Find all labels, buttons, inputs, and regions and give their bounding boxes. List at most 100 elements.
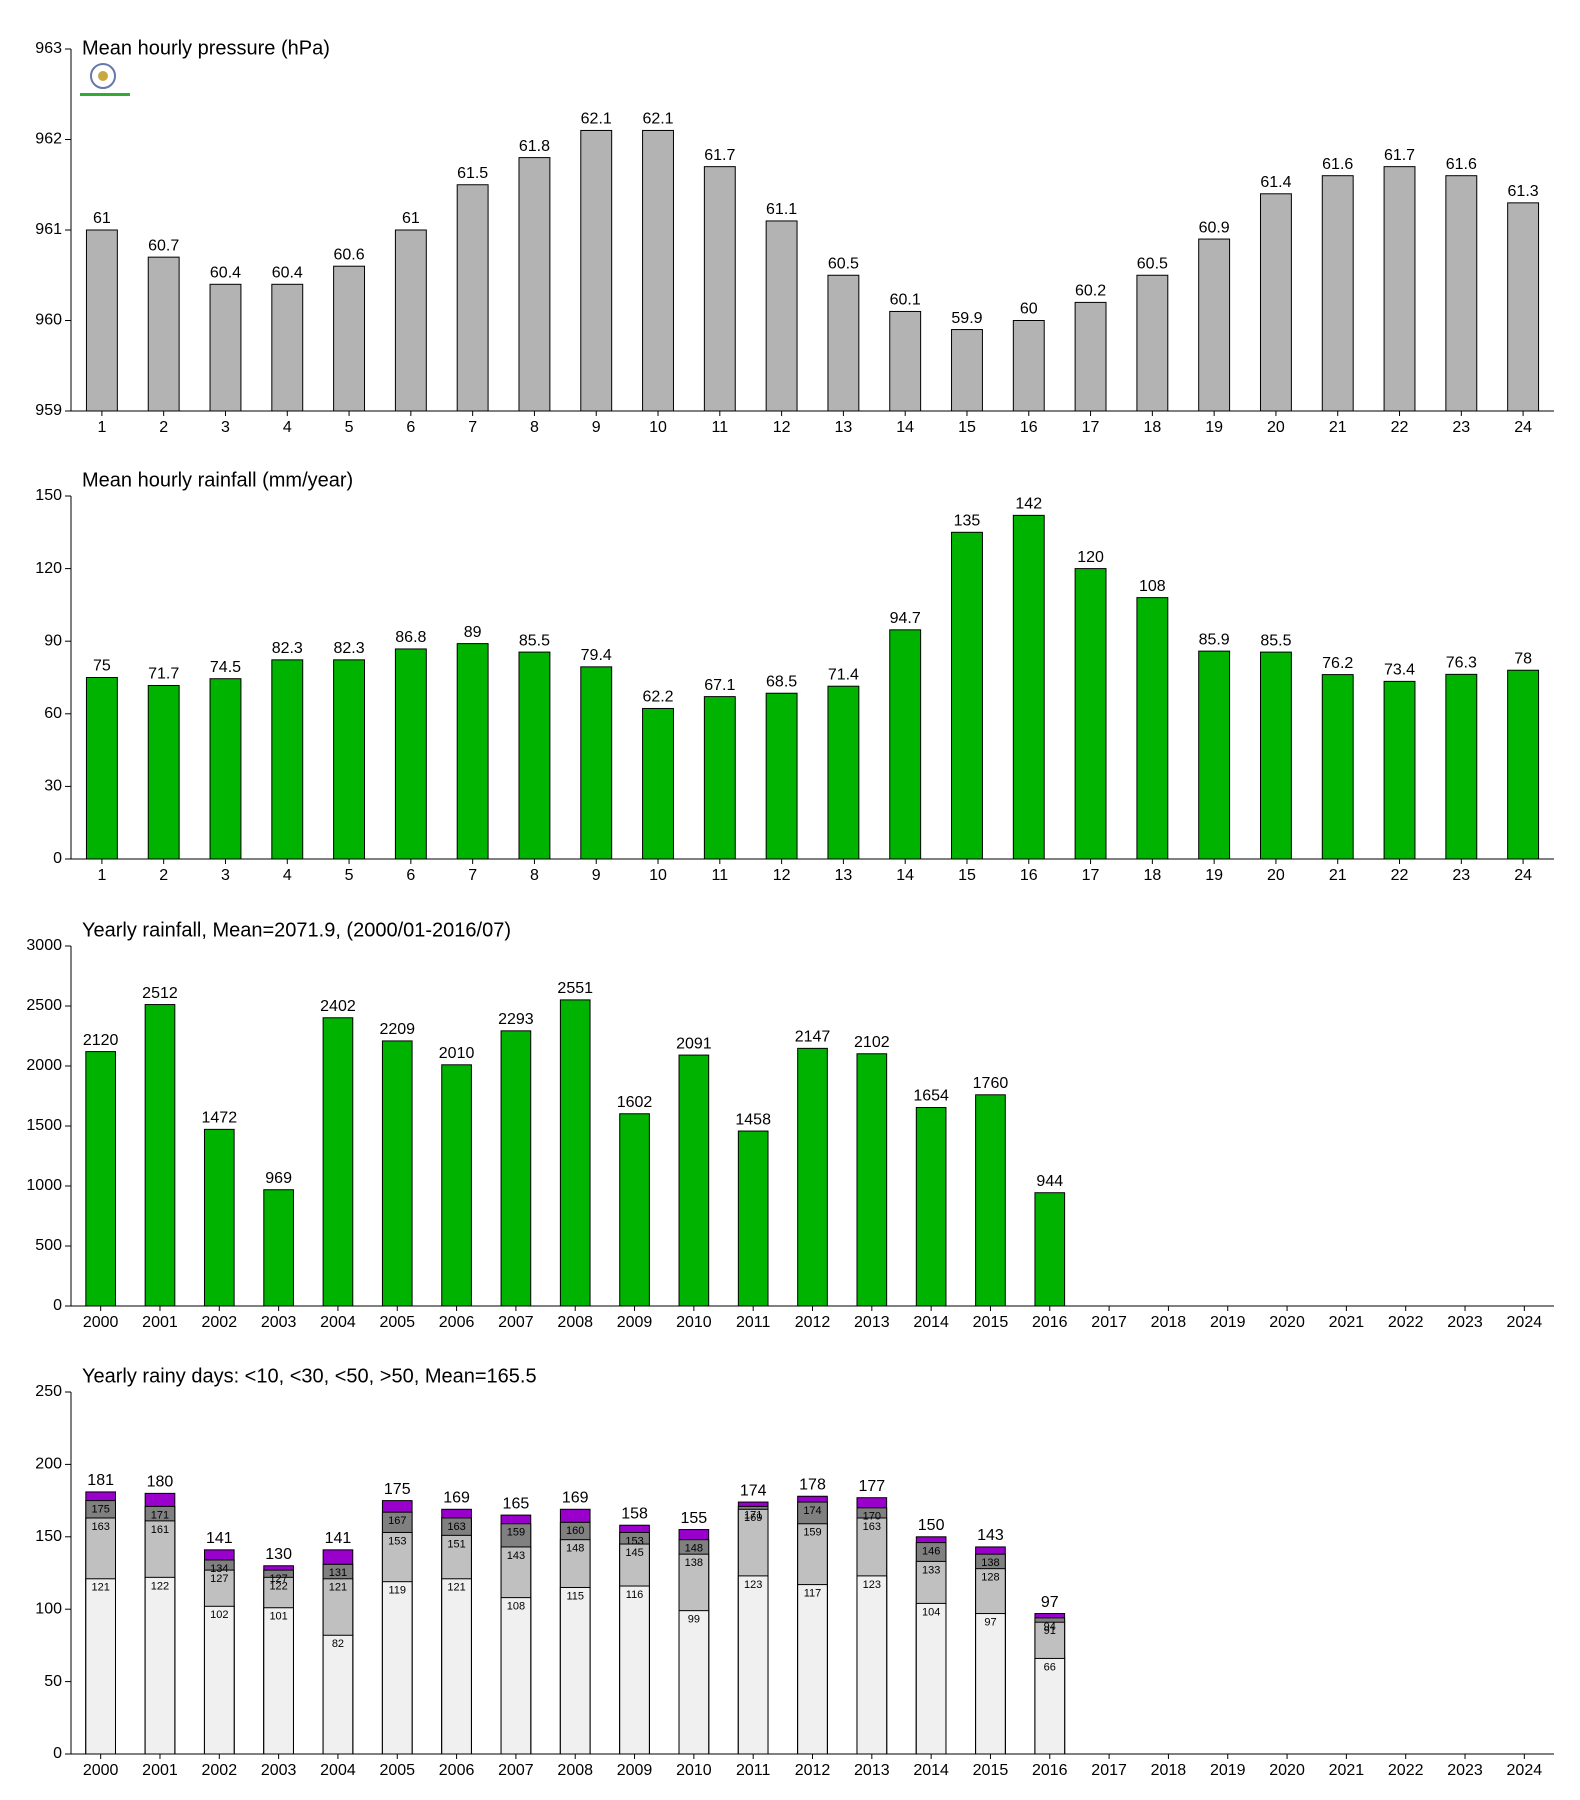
- data-label: 89: [464, 624, 482, 641]
- x-tick-label: 21: [1329, 419, 1347, 436]
- data-label: 61.7: [704, 147, 735, 164]
- data-label: 78: [1514, 650, 1532, 667]
- bar: [559, 1586, 591, 1755]
- x-tick-label: 2006: [439, 1314, 475, 1331]
- data-label: 60.6: [333, 246, 364, 263]
- x-tick-label: 8: [530, 867, 539, 884]
- data-label: 127: [210, 1573, 228, 1585]
- x-tick-label: 3: [221, 419, 230, 436]
- bar: [271, 283, 304, 412]
- x-tick-label: 10: [649, 867, 667, 884]
- x-tick-label: 22: [1391, 419, 1409, 436]
- data-label: 169: [744, 1512, 762, 1524]
- data-label: 122: [151, 1580, 169, 1592]
- x-tick-label: 14: [896, 419, 914, 436]
- y-tick-label: 120: [35, 560, 62, 577]
- x-tick-label: 2021: [1329, 1314, 1365, 1331]
- bar: [147, 256, 180, 412]
- x-tick-label: 2022: [1388, 1762, 1424, 1779]
- data-label: 123: [744, 1579, 762, 1591]
- y-tick-label: 150: [35, 1528, 62, 1545]
- data-label: 61.6: [1446, 156, 1477, 173]
- data-label: 60.5: [1137, 255, 1168, 272]
- y-tick-label: 963: [35, 40, 62, 57]
- x-tick-label: 9: [592, 419, 601, 436]
- data-label: 1654: [913, 1088, 949, 1105]
- bar: [580, 129, 613, 412]
- y-tick-label: 2500: [26, 997, 62, 1014]
- y-tick-label: 60: [44, 705, 62, 722]
- bar: [619, 1113, 650, 1307]
- data-label: 175: [384, 1481, 411, 1498]
- y-tick-label: 200: [35, 1456, 62, 1473]
- bar: [1136, 597, 1169, 860]
- data-label: 60.4: [210, 265, 241, 282]
- bar: [271, 659, 304, 860]
- x-tick-label: 2001: [142, 1314, 178, 1331]
- data-label: 61.3: [1508, 183, 1539, 200]
- x-tick-label: 17: [1082, 419, 1100, 436]
- data-label: 160: [566, 1525, 584, 1537]
- data-label: 135: [954, 513, 981, 530]
- data-label: 146: [922, 1545, 940, 1557]
- bar: [1507, 202, 1540, 412]
- bar: [1074, 568, 1107, 860]
- data-label: 74.5: [210, 659, 241, 676]
- data-label: 2512: [142, 985, 178, 1002]
- x-tick-label: 9: [592, 867, 601, 884]
- bar: [147, 684, 180, 860]
- bar: [678, 1610, 710, 1755]
- x-tick-label: 17: [1082, 867, 1100, 884]
- bar: [1445, 175, 1478, 412]
- bar: [1198, 238, 1231, 412]
- bar: [703, 696, 736, 860]
- y-tick-label: 1000: [26, 1177, 62, 1194]
- data-label: 2147: [795, 1029, 831, 1046]
- x-tick-label: 16: [1020, 419, 1038, 436]
- data-label: 116: [626, 1589, 644, 1601]
- logo-center: [98, 71, 108, 81]
- x-tick-label: 2016: [1032, 1762, 1068, 1779]
- bar: [889, 310, 922, 412]
- x-tick-label: 2016: [1032, 1314, 1068, 1331]
- x-tick-label: 2002: [202, 1762, 238, 1779]
- x-tick-label: 11: [712, 419, 729, 436]
- data-label: 161: [151, 1524, 169, 1536]
- x-tick-label: 18: [1143, 867, 1161, 884]
- data-label: 169: [562, 1490, 589, 1507]
- bar: [737, 1130, 769, 1307]
- bar: [85, 1051, 116, 1307]
- x-tick-label: 2012: [795, 1314, 831, 1331]
- data-label: 67.1: [704, 677, 735, 694]
- data-label: 150: [918, 1517, 945, 1534]
- data-label: 2551: [557, 980, 593, 997]
- data-label: 71.4: [828, 666, 859, 683]
- bar: [765, 220, 798, 412]
- y-tick-label: 90: [44, 632, 62, 649]
- bar: [203, 1605, 235, 1755]
- bar: [559, 999, 591, 1307]
- bar: [1012, 514, 1045, 860]
- data-label: 174: [803, 1505, 821, 1517]
- x-tick-label: 19: [1205, 867, 1223, 884]
- y-tick-label: 2000: [26, 1057, 62, 1074]
- y-tick-label: 0: [53, 1297, 62, 1314]
- data-label: 79.4: [581, 647, 612, 664]
- logo-bar: [80, 93, 130, 96]
- data-label: 119: [388, 1585, 406, 1597]
- x-tick-label: 2006: [439, 1762, 475, 1779]
- x-tick-label: 2023: [1447, 1314, 1483, 1331]
- data-label: 174: [740, 1482, 767, 1499]
- bar: [441, 1578, 472, 1755]
- data-label: 91: [1044, 1625, 1056, 1637]
- bar: [381, 1581, 413, 1755]
- x-tick-label: 2024: [1507, 1762, 1543, 1779]
- bar: [263, 1607, 294, 1755]
- data-label: 60.4: [272, 265, 303, 282]
- x-tick-label: 20: [1267, 867, 1285, 884]
- x-tick-label: 23: [1452, 419, 1470, 436]
- y-tick-label: 30: [44, 778, 62, 795]
- y-tick-label: 150: [35, 487, 62, 504]
- x-tick-label: 2017: [1091, 1314, 1127, 1331]
- bar: [827, 685, 860, 860]
